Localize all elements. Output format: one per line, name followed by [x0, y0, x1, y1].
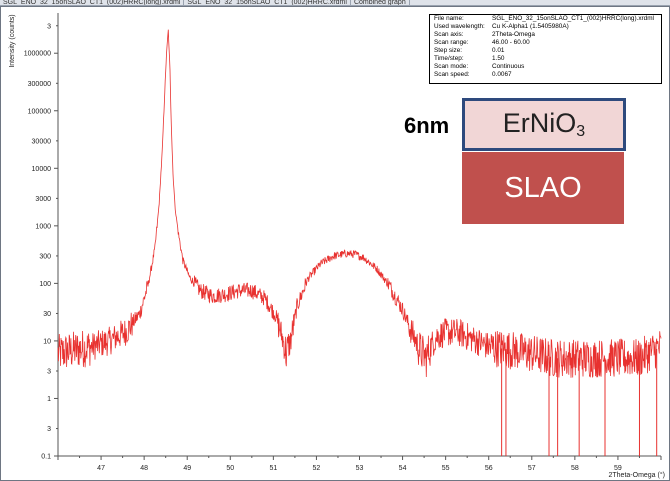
x-tick-label: 50 — [226, 465, 234, 472]
y-tick-label: 1000 — [35, 223, 51, 230]
scan-info-value: Cu K-Alpha1 (1.5405980A) — [492, 23, 569, 30]
x-tick-label: 59 — [614, 465, 622, 472]
xrd-chart[interactable]: 0.11101001000100001000001000000333030030… — [1, 7, 669, 480]
scan-info-value: 1.50 — [492, 55, 505, 62]
scan-info-value: SGL_ENO_32_15onSLAO_CT1_(002)HRRC(long).… — [492, 15, 654, 22]
x-tick-label: 58 — [571, 465, 579, 472]
y-minor-tick-label: 30000 — [32, 138, 52, 145]
x-tick-label: 48 — [140, 465, 148, 472]
film-label: ErNiO3 — [502, 108, 586, 140]
scan-info-label: Used wavelength: — [434, 23, 485, 30]
y-minor-tick-label: 3 — [47, 426, 51, 433]
scan-info-label: Time/step: — [434, 55, 464, 62]
x-tick-label: 47 — [97, 465, 105, 472]
y-tick-label: 1 — [47, 396, 51, 403]
y-axis-label: Intensity (counts) — [9, 14, 16, 67]
scan-info-box: File name: SGL_ENO_32_15onSLAO_CT1_(002)H… — [429, 14, 662, 84]
tab-combined-graph[interactable]: Combined graph — [351, 0, 410, 5]
x-tick-label: 56 — [485, 465, 493, 472]
y-minor-tick-label: 300 — [39, 253, 51, 260]
x-tick-label: 49 — [183, 465, 191, 472]
y-ticks: 0.1 1 10 100 1000 10000 100000 1000000 3 3 30 300 30… — [24, 23, 58, 461]
scan-info-value: 2Theta-Omega — [492, 31, 535, 38]
scan-info-label: File name: — [434, 15, 464, 22]
x-tick-label: 52 — [313, 465, 321, 472]
y-tick-label: 100 — [39, 281, 51, 288]
scan-info-row: Step size: 0.01 — [430, 47, 661, 55]
scan-info-label: Scan mode: — [434, 63, 469, 70]
tab-long-scan[interactable]: SGL_ENO_32_15onSLAO_CT1_(002)HRRC(long).… — [0, 0, 185, 5]
x-tick-label: 54 — [399, 465, 407, 472]
scan-info-row: Scan speed: 0.0067 — [430, 71, 661, 79]
y-minor-tick-label: 30 — [43, 311, 51, 318]
scan-info-row: Scan range: 46.00 - 60.00 — [430, 39, 661, 47]
y-tick-label: 1000000 — [24, 51, 51, 58]
substrate-layer-box: SLAO — [462, 152, 624, 224]
tab-short-scan[interactable]: SGL_ENO_32_15onSLAO_CT1_(002)HRRC.xrdml — [184, 0, 351, 5]
substrate-label: SLAO — [504, 171, 582, 204]
y-tick-label: 0.1 — [41, 454, 51, 461]
y-minor-tick-label: 3 — [47, 369, 51, 376]
x-tick-label: 55 — [442, 465, 450, 472]
scan-info-label: Scan range: — [434, 39, 469, 46]
thickness-label: 6nm — [404, 113, 450, 138]
y-tick-label: 10000 — [32, 166, 52, 173]
noise-dips — [501, 348, 658, 456]
y-minor-tick-label: 3 — [47, 23, 51, 30]
scan-info-row: Time/step: 1.50 — [430, 55, 661, 63]
x-tick-label: 53 — [356, 465, 364, 472]
series-line — [57, 29, 662, 378]
scan-info-label: Scan axis: — [434, 31, 464, 38]
scan-info-row: File name: SGL_ENO_32_15onSLAO_CT1_(002)H… — [430, 15, 661, 23]
scan-info-row: Scan axis: 2Theta-Omega — [430, 31, 661, 39]
y-tick-label: 100000 — [28, 108, 51, 115]
scan-info-row: Scan mode: Continuous — [430, 63, 661, 71]
x-ticks: 47 48 49 50 51 52 53 54 55 56 57 58 59 — [57, 456, 662, 472]
scan-info-value: 0.0067 — [492, 71, 512, 78]
y-minor-tick-label: 3000 — [35, 196, 51, 203]
scan-info-value: Continuous — [492, 63, 525, 70]
tab-bar: SGL_ENO_32_15onSLAO_CT1_(002)HRRC(long).… — [0, 0, 670, 6]
x-tick-label: 51 — [269, 465, 277, 472]
scan-info-label: Step size: — [434, 47, 463, 54]
x-axis-label: 2Theta-Omega (°) — [609, 471, 666, 479]
scan-info-value: 46.00 - 60.00 — [492, 39, 530, 46]
film-layer-box: ErNiO3 — [462, 98, 626, 151]
scan-info-label: Scan speed: — [434, 71, 470, 78]
y-minor-tick-label: 300000 — [28, 81, 51, 88]
graph-frame: 0.1 1 10 100 1000 10000 100000 1000000 3 3 30 300 30… — [0, 6, 670, 481]
scan-info-row: Used wavelength: Cu K-Alpha1 (1.5405980A) — [430, 23, 661, 31]
y-tick-label: 10 — [43, 338, 51, 345]
x-tick-label: 57 — [528, 465, 536, 472]
scan-info-value: 0.01 — [492, 47, 505, 54]
